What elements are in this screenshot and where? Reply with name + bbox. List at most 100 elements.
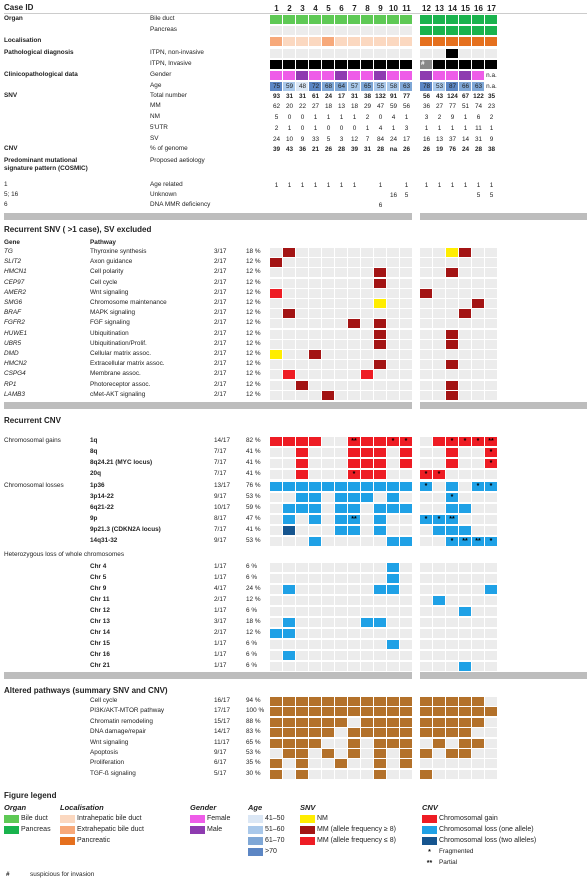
het-cell [309, 596, 321, 605]
snv-nm-value: 2 [365, 114, 370, 121]
snv-cell [472, 268, 484, 278]
gain-cell [400, 459, 412, 468]
gender-cell [387, 71, 399, 80]
gain-cell [296, 459, 308, 468]
localisation-cell [387, 37, 399, 46]
gain-cell [433, 448, 445, 457]
snv-cell [309, 370, 321, 380]
left-label-pms2: signature pattern (COSMIC) [4, 165, 88, 172]
gene-label: FGFR2 [4, 319, 25, 327]
snv-cell [472, 339, 484, 349]
het-cell [459, 585, 471, 594]
gain-cell [374, 459, 386, 468]
cnv-pct: 6 % [246, 640, 258, 647]
snv-sv-value: 31 [474, 136, 483, 143]
snv-cell [361, 329, 373, 339]
snv-cell [459, 390, 471, 400]
pathway-cell [348, 749, 360, 758]
gene-label: TG [4, 248, 13, 255]
loss-cell [400, 515, 412, 524]
legend-male-label: Male [207, 826, 223, 833]
het-cell [374, 662, 386, 671]
snv-sv-value: 84 [376, 136, 385, 143]
organ-pancreas-cell [400, 26, 412, 35]
het-chr-label: Chr 11 [90, 596, 110, 603]
loss-cell [400, 504, 412, 513]
het-cell [348, 651, 360, 660]
age-cell [270, 82, 282, 91]
left-label-loc: Localisation [4, 37, 42, 44]
het-cell [387, 585, 399, 594]
loss-cell: * [446, 537, 458, 546]
pathway-cell [420, 749, 432, 758]
pathway-cell [400, 759, 412, 769]
het-cell [420, 651, 432, 660]
het-cell [322, 563, 334, 572]
gain-cell: * [446, 437, 458, 446]
snv-sv-value: 37 [448, 136, 457, 143]
snv-cell [348, 390, 360, 400]
snv-cell [322, 380, 334, 390]
snv-pct: 12 % [246, 390, 261, 398]
loss-cell: * [472, 482, 484, 491]
case-number: 1 [274, 4, 279, 13]
snv-cell [335, 390, 347, 400]
sub-label-itpn_non: ITPN, non-invasive [150, 49, 204, 56]
pathway-cell [296, 738, 308, 748]
cnv-pct: 53 % [246, 537, 261, 544]
het-cell [459, 618, 471, 627]
het-cell [335, 574, 347, 583]
het-cell [472, 563, 484, 572]
het-cell [433, 585, 445, 594]
pathway-cell [433, 697, 445, 706]
het-cell [309, 607, 321, 616]
cnv-title: Recurrent CNV [4, 416, 61, 425]
het-cell [283, 596, 295, 605]
het-cell [361, 596, 373, 605]
localisation-cell [270, 37, 282, 46]
pathway-cell [459, 759, 471, 769]
pathway-cell [485, 707, 497, 717]
legend-partial-symbol: ** [426, 860, 433, 867]
loss-cell [296, 515, 308, 524]
pathway-cell [446, 728, 458, 738]
snv-cell [400, 268, 412, 278]
snv-cell [361, 319, 373, 329]
cnv-count: 10/17 [214, 504, 230, 511]
gain-label: 8q24.21 (MYC locus) [90, 459, 153, 466]
organ-pancreas-cell [322, 26, 334, 35]
legend-title: Figure legend [4, 791, 57, 800]
pathway-label: Cell cycle [90, 278, 118, 286]
pathway-cell [485, 759, 497, 769]
snv-cell [309, 288, 321, 298]
itpn-noninvasive-cell [361, 49, 373, 58]
itpn-invasive-cell [400, 60, 412, 69]
het-cell [374, 563, 386, 572]
loss-cell [472, 515, 484, 524]
pw-count: 11/17 [214, 738, 230, 746]
snv-cell [296, 288, 308, 298]
het-cell [296, 563, 308, 572]
itpn-noninvasive-cell [322, 49, 334, 58]
snv-nm-value: 2 [489, 114, 494, 121]
sig-age-value: 1 [352, 182, 357, 189]
snv-cell [270, 360, 282, 370]
het-cell [433, 596, 445, 605]
pathway-cell [309, 759, 321, 769]
het-cell [296, 618, 308, 627]
het-cell [420, 585, 432, 594]
loss-cell: * [485, 537, 497, 546]
gain-cell [361, 448, 373, 457]
pathway-cell [361, 749, 373, 758]
snv-cell [361, 360, 373, 370]
het-cell [446, 607, 458, 616]
snv-cell [446, 319, 458, 329]
snv-mm-value: 47 [376, 103, 385, 110]
gene-label: HUWE1 [4, 329, 28, 337]
het-cell [400, 607, 412, 616]
loss-cell [322, 526, 334, 535]
organ-cell [459, 15, 471, 24]
het-cell [446, 651, 458, 660]
het-cell [348, 563, 360, 572]
snv-cell [309, 278, 321, 288]
